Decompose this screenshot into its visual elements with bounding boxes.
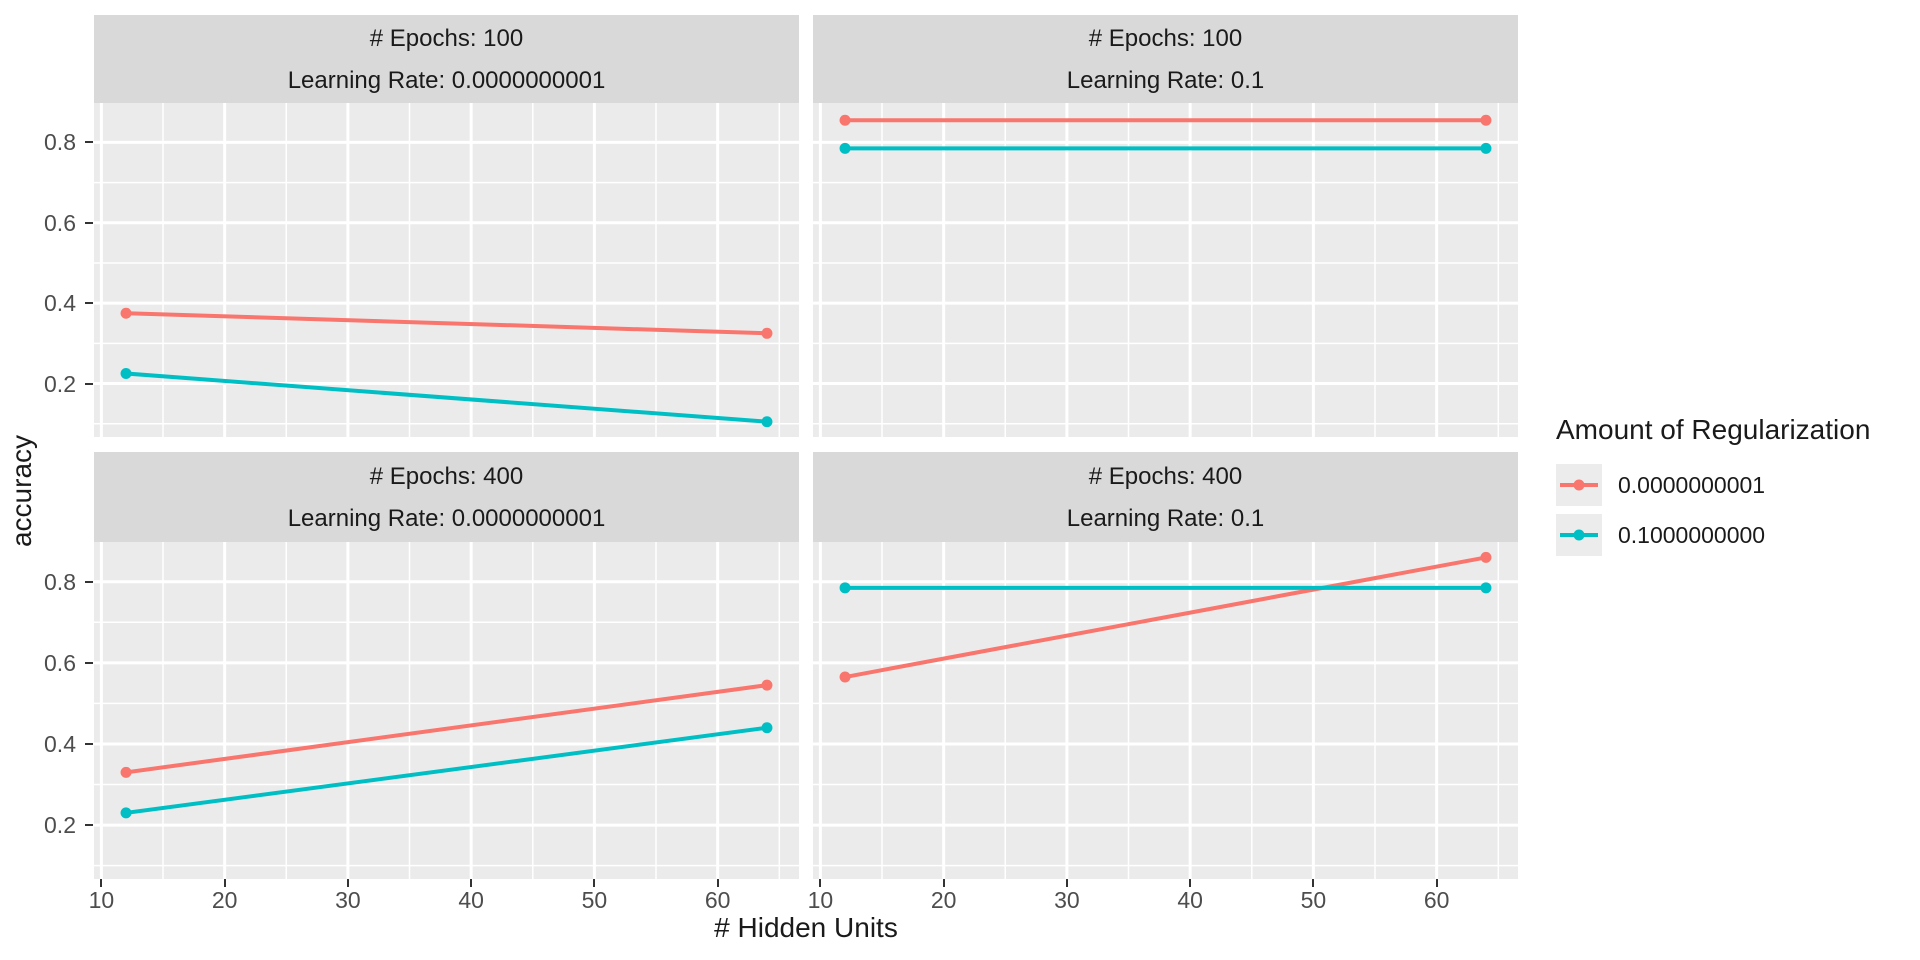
data-point bbox=[761, 416, 773, 428]
y-tick-mark bbox=[85, 141, 93, 144]
legend-key-line-icon bbox=[1556, 514, 1602, 556]
strip-epochs-label: # Epochs: 400 bbox=[369, 462, 524, 490]
y-tick-label: 0.6 bbox=[44, 649, 76, 676]
y-axis-title: accuracy bbox=[6, 434, 37, 548]
strip-learning-rate-label: Learning Rate: 0.0000000001 bbox=[287, 66, 606, 94]
x-tick-mark bbox=[1435, 879, 1438, 887]
x-tick-label: 60 bbox=[704, 887, 731, 913]
legend-entry: 0.0000000001 bbox=[1556, 464, 1870, 506]
x-tick-mark bbox=[942, 879, 945, 887]
y-tick-label: 0.2 bbox=[44, 812, 76, 839]
x-tick-mark bbox=[470, 879, 473, 887]
x-tick-label: 60 bbox=[1423, 887, 1450, 913]
facet-panel-top-right bbox=[813, 103, 1518, 437]
series-line bbox=[844, 555, 1487, 680]
strip-learning-rate-label: Learning Rate: 0.1 bbox=[1066, 66, 1265, 94]
x-tick-mark bbox=[1189, 879, 1192, 887]
x-tick-mark bbox=[819, 879, 822, 887]
x-tick-label: 50 bbox=[1300, 887, 1327, 913]
legend-key-point bbox=[1573, 479, 1585, 491]
y-tick-label: 0.8 bbox=[44, 129, 76, 156]
data-point bbox=[839, 671, 851, 683]
x-tick-mark bbox=[100, 879, 103, 887]
facet-panel-bottom-right bbox=[813, 542, 1518, 879]
strip-epochs-label: # Epochs: 100 bbox=[369, 24, 524, 52]
y-tick-mark bbox=[85, 302, 93, 305]
x-tick-mark bbox=[593, 879, 596, 887]
y-tick-mark bbox=[85, 382, 93, 385]
legend-key-line-icon bbox=[1556, 464, 1602, 506]
facet-panel-bottom-left bbox=[94, 542, 799, 879]
x-tick-label: 20 bbox=[930, 887, 957, 913]
series-line bbox=[125, 311, 768, 336]
series-line bbox=[125, 683, 768, 775]
x-tick-label: 30 bbox=[335, 887, 361, 913]
x-tick-label: 10 bbox=[807, 887, 834, 913]
x-tick-label: 40 bbox=[1177, 887, 1203, 913]
y-tick-label: 0.8 bbox=[44, 568, 76, 595]
legend-label: 0.1000000000 bbox=[1618, 521, 1766, 548]
x-tick-mark bbox=[716, 879, 719, 887]
x-axis-title: # Hidden Units bbox=[714, 912, 898, 943]
x-tick-mark bbox=[346, 879, 349, 887]
facet-strip-top-right: # Epochs: 100 Learning Rate: 0.1 bbox=[813, 15, 1518, 103]
y-tick-mark bbox=[85, 824, 93, 827]
facet-strip-top-left: # Epochs: 100 Learning Rate: 0.000000000… bbox=[94, 15, 799, 103]
x-tick-mark bbox=[1312, 879, 1315, 887]
data-point bbox=[761, 327, 773, 339]
data-point bbox=[761, 722, 773, 734]
y-tick-mark bbox=[85, 221, 93, 224]
data-point bbox=[120, 766, 132, 778]
data-point bbox=[839, 142, 851, 154]
data-point bbox=[120, 367, 132, 379]
y-tick-label: 0.6 bbox=[44, 209, 76, 236]
y-tick-mark bbox=[85, 742, 93, 745]
x-tick-label: 40 bbox=[458, 887, 484, 913]
data-point bbox=[120, 307, 132, 319]
data-point bbox=[1480, 582, 1492, 594]
data-point bbox=[839, 114, 851, 126]
legend-label: 0.0000000001 bbox=[1618, 471, 1766, 498]
series-line bbox=[125, 371, 768, 424]
data-point bbox=[761, 679, 773, 691]
y-tick-mark bbox=[85, 580, 93, 583]
data-point bbox=[120, 807, 132, 819]
x-tick-mark bbox=[223, 879, 226, 887]
facet-panel-top-left bbox=[94, 103, 799, 437]
x-tick-label: 30 bbox=[1054, 887, 1080, 913]
legend-entry: 0.1000000000 bbox=[1556, 514, 1870, 556]
strip-learning-rate-label: Learning Rate: 0.0000000001 bbox=[287, 504, 606, 532]
legend-key-point bbox=[1573, 529, 1585, 541]
series-line bbox=[125, 725, 768, 815]
strip-epochs-label: # Epochs: 400 bbox=[1088, 462, 1243, 490]
data-point bbox=[1480, 114, 1492, 126]
data-point bbox=[1480, 551, 1492, 563]
x-tick-label: 50 bbox=[581, 887, 608, 913]
y-tick-label: 0.4 bbox=[44, 730, 76, 757]
strip-learning-rate-label: Learning Rate: 0.1 bbox=[1066, 504, 1265, 532]
strip-epochs-label: # Epochs: 100 bbox=[1088, 24, 1243, 52]
facet-strip-bottom-left: # Epochs: 400 Learning Rate: 0.000000000… bbox=[94, 452, 799, 542]
y-tick-label: 0.4 bbox=[44, 290, 76, 317]
y-tick-label: 0.2 bbox=[44, 370, 76, 397]
x-tick-label: 10 bbox=[88, 887, 115, 913]
y-tick-mark bbox=[85, 661, 93, 664]
x-tick-label: 20 bbox=[211, 887, 238, 913]
legend-title: Amount of Regularization bbox=[1556, 414, 1871, 445]
data-point bbox=[839, 582, 851, 594]
data-point bbox=[1480, 142, 1492, 154]
facet-strip-bottom-right: # Epochs: 400 Learning Rate: 0.1 bbox=[813, 452, 1518, 542]
x-tick-mark bbox=[1065, 879, 1068, 887]
legend: Amount of Regularization 0.0000000001 0.… bbox=[1556, 414, 1870, 564]
